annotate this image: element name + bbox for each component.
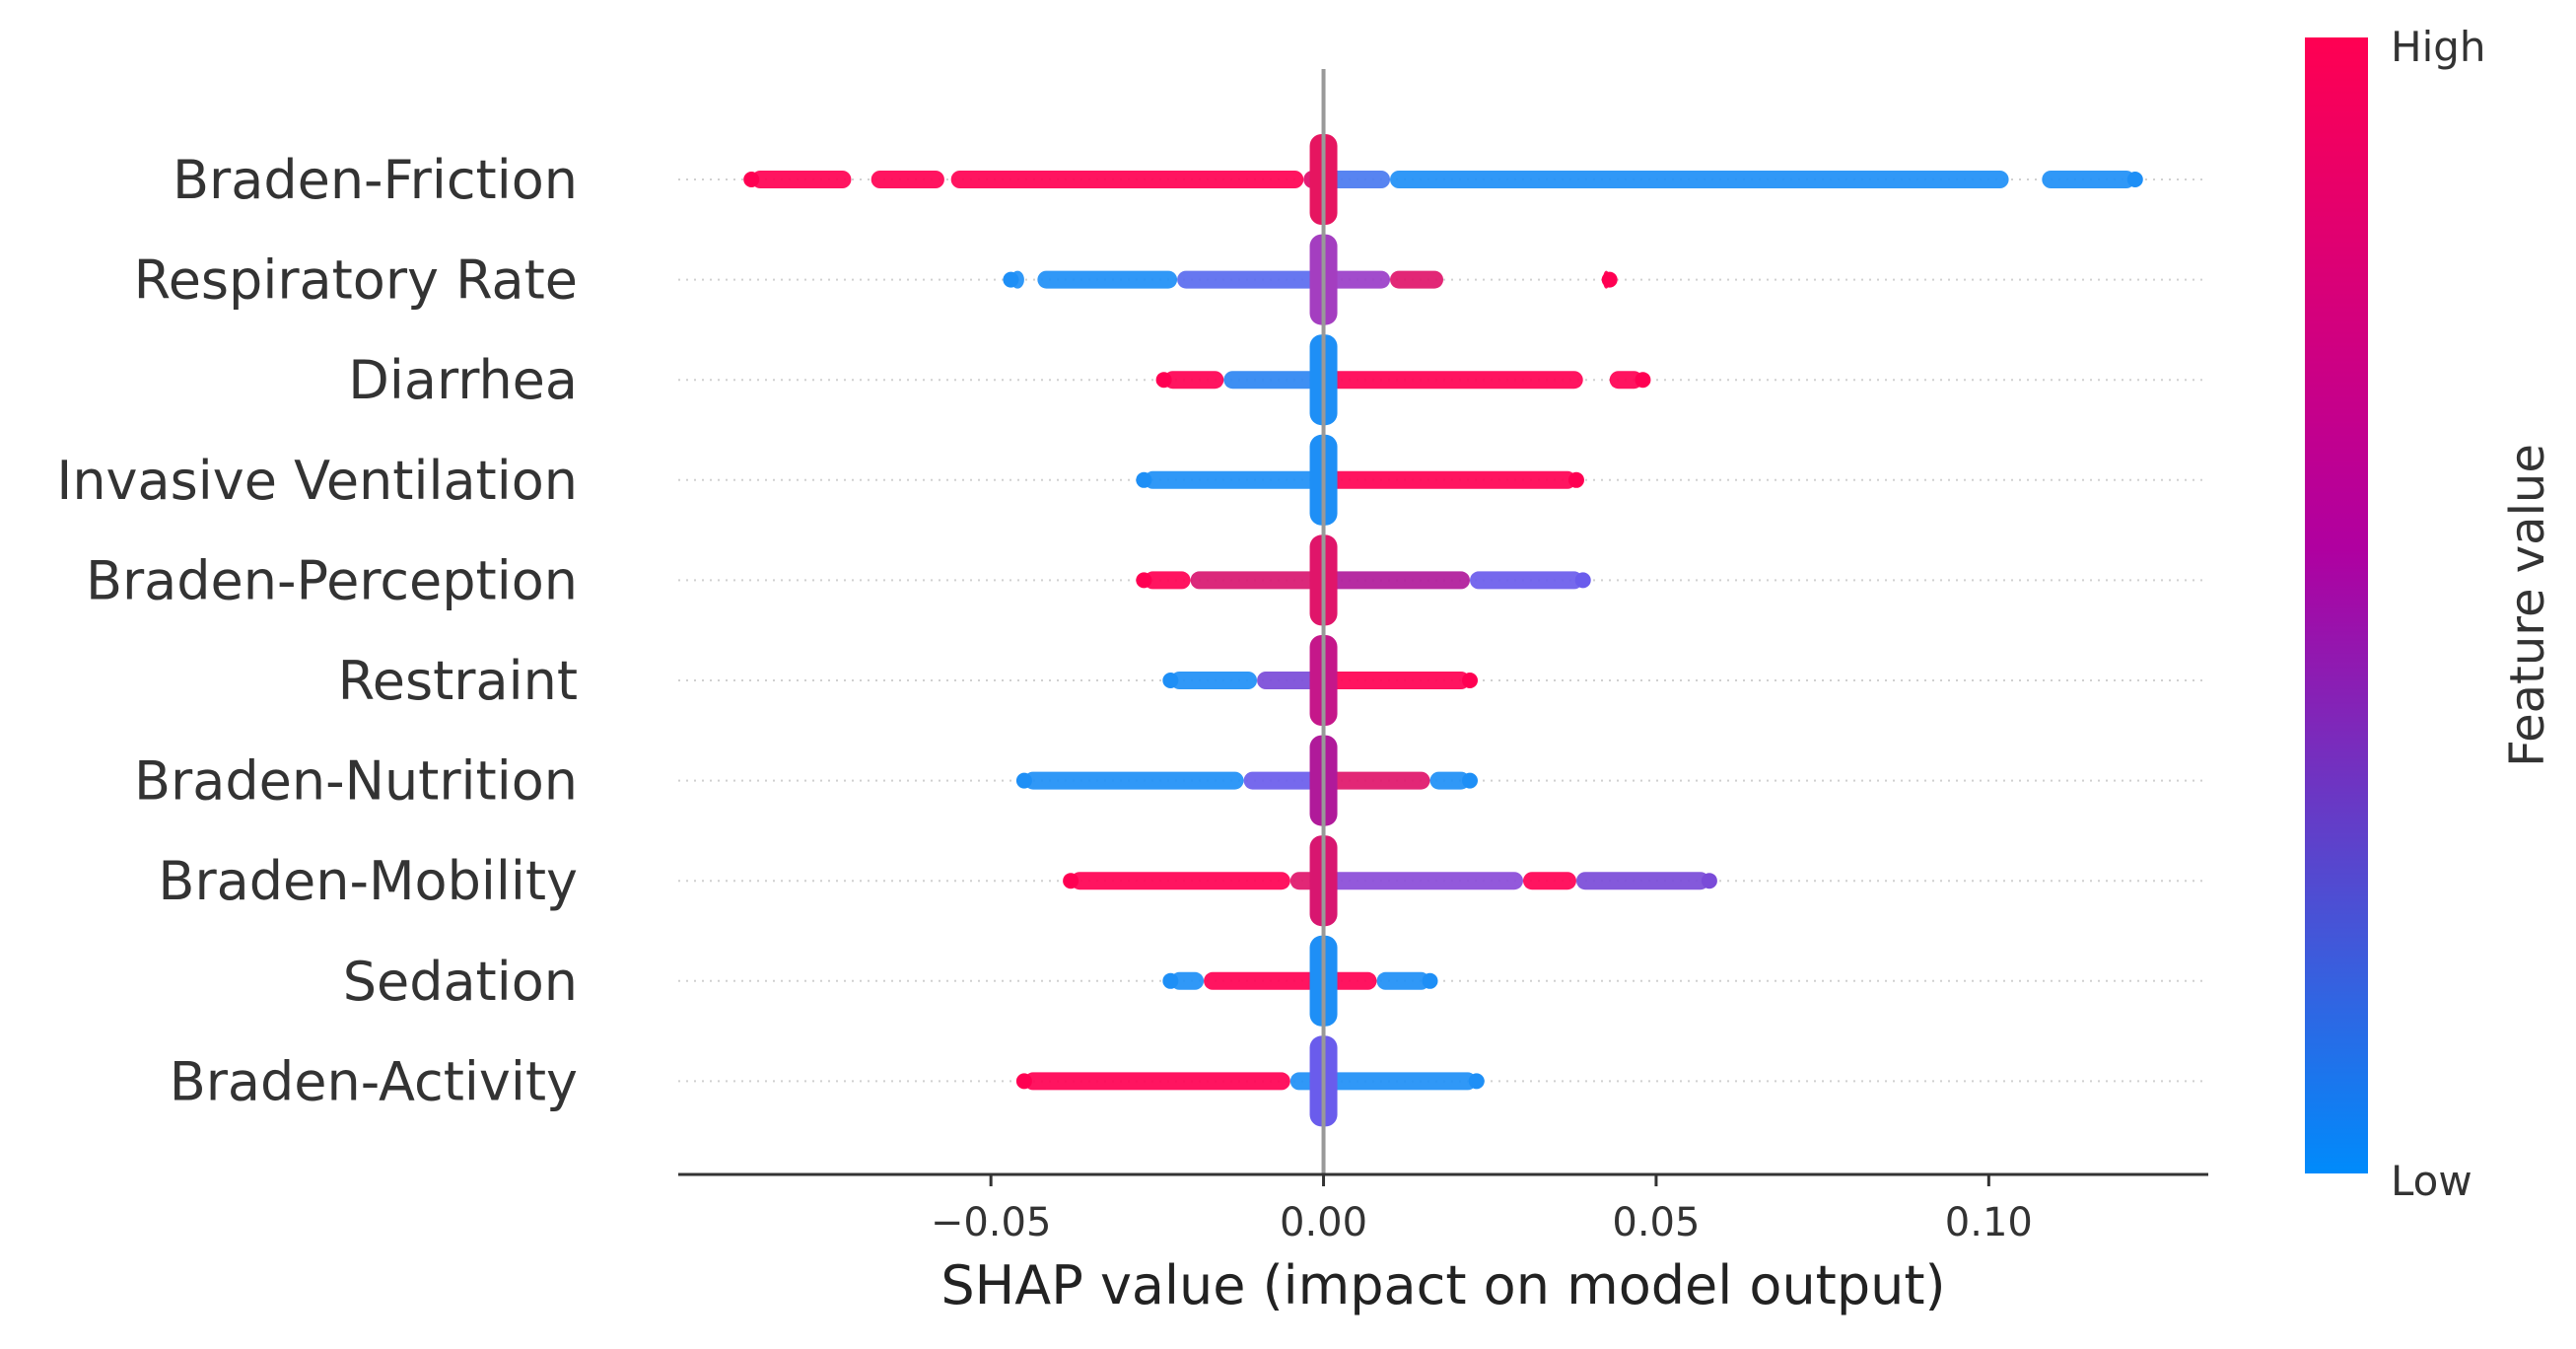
colorbar-title: Feature value <box>2500 444 2555 767</box>
segment-sedation-3 <box>1376 971 1430 990</box>
segment-braden-friction-2 <box>950 171 1304 188</box>
min-point-braden-friction <box>743 172 760 187</box>
min-point-braden-mobility <box>1063 873 1079 889</box>
feature-label-braden-friction: Braden-Friction <box>173 149 578 211</box>
x-tick-label-2: 0.05 <box>1612 1200 1700 1245</box>
feature-labels: Braden-Friction Respiratory Rate Diarrhea I… <box>56 149 578 1112</box>
max-point-sedation <box>1422 972 1438 989</box>
segment-braden-friction-5 <box>1390 171 2009 188</box>
colorbar-low-label: Low <box>2391 1157 2472 1205</box>
min-point-respiratory-rate <box>1003 271 1019 288</box>
feature-label-sedation: Sedation <box>343 951 578 1013</box>
segment-sedation-0 <box>1170 971 1205 990</box>
segment-braden-activity-0 <box>1023 1072 1290 1091</box>
segment-restraint-1 <box>1257 672 1324 689</box>
segment-braden-mobility-0 <box>1071 872 1290 890</box>
max-point-braden-mobility <box>1701 873 1717 889</box>
min-point-invasive-ventilation <box>1136 471 1152 488</box>
segment-braden-perception-2 <box>1323 571 1470 590</box>
segment-invasive-ventilation-1 <box>1323 470 1576 489</box>
segment-restraint-2 <box>1323 672 1470 689</box>
segment-braden-friction-1 <box>870 171 944 188</box>
x-axis-title: SHAP value (impact on model output) <box>940 1254 1945 1316</box>
x-tick-label-0: −0.05 <box>931 1200 1052 1245</box>
segment-invasive-ventilation-0 <box>1144 470 1324 489</box>
segment-braden-friction-4 <box>1323 171 1391 188</box>
segment-diarrhea-3 <box>1609 371 1643 390</box>
segment-braden-nutrition-3 <box>1429 771 1470 790</box>
segment-braden-nutrition-1 <box>1243 771 1324 790</box>
segment-braden-nutrition-0 <box>1023 771 1244 790</box>
x-axis-ticks: −0.05 0.00 0.05 0.10 <box>931 1174 2033 1245</box>
max-point-braden-friction <box>2126 172 2143 187</box>
feature-label-restraint: Restraint <box>338 650 578 712</box>
min-point-diarrhea <box>1155 372 1172 389</box>
segment-braden-mobility-3 <box>1522 872 1576 890</box>
min-point-braden-perception <box>1136 572 1152 589</box>
min-point-braden-nutrition <box>1015 772 1032 789</box>
segment-diarrhea-1 <box>1223 371 1324 390</box>
colorbar <box>2305 37 2368 1173</box>
x-tick-label-1: 0.00 <box>1280 1200 1367 1245</box>
segment-restraint-0 <box>1170 672 1258 689</box>
segment-sedation-1 <box>1204 971 1324 990</box>
x-tick-label-3: 0.10 <box>1945 1200 2033 1245</box>
segment-respiratory-rate-4 <box>1390 270 1443 289</box>
max-point-invasive-ventilation <box>1567 471 1584 488</box>
segment-respiratory-rate-1 <box>1037 270 1178 289</box>
segment-respiratory-rate-3 <box>1323 270 1391 289</box>
segment-braden-friction-6 <box>2042 171 2135 188</box>
feature-label-braden-mobility: Braden-Mobility <box>158 850 578 912</box>
segment-braden-friction-0 <box>751 171 852 188</box>
colorbar-high-label: High <box>2391 23 2486 71</box>
min-point-restraint <box>1162 673 1179 688</box>
segment-diarrhea-2 <box>1323 371 1583 390</box>
segment-braden-nutrition-2 <box>1323 771 1430 790</box>
feature-rows <box>678 134 2208 1127</box>
segment-diarrhea-0 <box>1163 371 1224 390</box>
segment-braden-activity-2 <box>1323 1072 1477 1091</box>
feature-label-braden-perception: Braden-Perception <box>86 549 578 611</box>
segment-braden-perception-0 <box>1144 571 1191 590</box>
feature-label-diarrhea: Diarrhea <box>348 349 578 411</box>
min-point-braden-activity <box>1015 1073 1032 1090</box>
max-point-braden-activity <box>1468 1073 1485 1090</box>
max-point-diarrhea <box>1635 372 1651 389</box>
segment-braden-mobility-4 <box>1575 872 1709 890</box>
max-point-braden-perception <box>1574 572 1591 589</box>
feature-label-braden-activity: Braden-Activity <box>170 1050 578 1112</box>
max-point-respiratory-rate <box>1601 271 1618 288</box>
max-point-restraint <box>1461 673 1478 688</box>
feature-label-invasive-ventilation: Invasive Ventilation <box>56 450 578 512</box>
feature-label-braden-nutrition: Braden-Nutrition <box>134 750 578 813</box>
feature-label-respiratory-rate: Respiratory Rate <box>134 249 578 312</box>
segment-braden-perception-1 <box>1190 571 1324 590</box>
min-point-sedation <box>1162 972 1179 989</box>
segment-braden-mobility-2 <box>1323 872 1523 890</box>
max-point-braden-nutrition <box>1461 772 1478 789</box>
segment-respiratory-rate-2 <box>1177 270 1324 289</box>
segment-braden-perception-3 <box>1469 571 1583 590</box>
